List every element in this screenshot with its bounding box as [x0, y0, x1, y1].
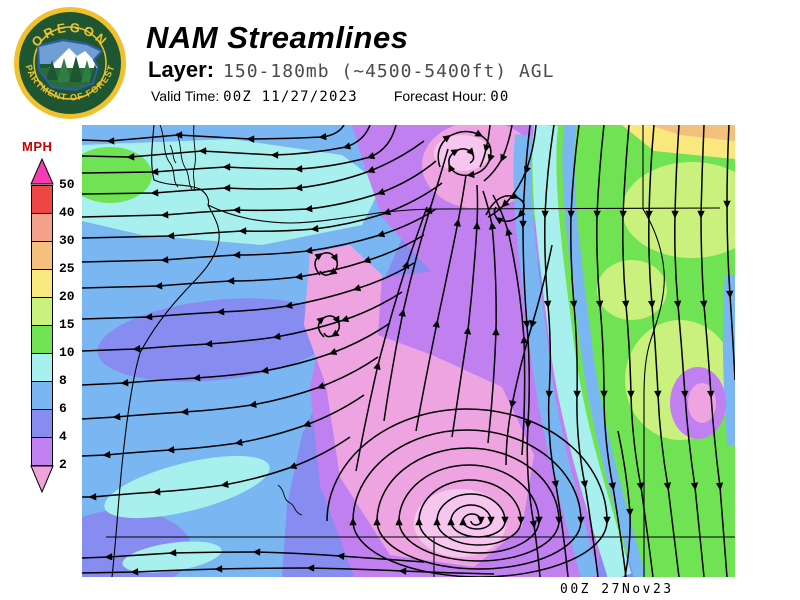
streamline: [383, 148, 449, 422]
streamline: [82, 234, 425, 290]
speed-region: [597, 260, 667, 320]
streamline: [82, 436, 351, 501]
legend-band: [31, 353, 53, 382]
streamline: [593, 125, 627, 577]
legend-band: [31, 409, 53, 438]
legend-tick-label: 20: [59, 289, 75, 304]
legend-arrow-bottom: [30, 465, 54, 493]
map-timestamp: 00Z 27Nov23: [560, 582, 674, 597]
legend-tick-label: 40: [59, 205, 75, 220]
legend-band: [31, 185, 53, 214]
valid-time-value: 00Z 11/27/2023: [223, 89, 358, 105]
streamline: [519, 125, 541, 577]
streamline: [723, 125, 735, 381]
layer-label: Layer:: [148, 57, 215, 82]
main-spiral: [326, 408, 611, 577]
legend-band: [31, 241, 53, 270]
streamline: [82, 548, 425, 563]
legend-arrow-top: [30, 158, 54, 185]
legend-tick-label: 4: [59, 429, 67, 444]
legend-arrow-bottom-shape: [30, 465, 54, 493]
streamline: [697, 125, 728, 577]
streamline: [82, 291, 403, 353]
odf-logo: OREGON DEPARTMENT OF FORESTRY: [13, 6, 126, 119]
streamline: [82, 322, 391, 387]
streamline: [619, 125, 654, 577]
wind-speed-fill: [82, 125, 735, 577]
forecast-hour-label: Forecast Hour:: [393, 88, 487, 104]
streamline: [82, 125, 345, 145]
streamline: [645, 125, 680, 577]
legend-tick-label: 10: [59, 345, 75, 360]
streamline: [541, 125, 569, 577]
legend-tick-label: 50: [59, 177, 75, 192]
streamline: [567, 125, 599, 577]
streamline: [82, 356, 379, 421]
eddy: [485, 192, 526, 225]
vortex-spiral: [437, 129, 495, 179]
eddy: [314, 252, 339, 276]
speed-region: [650, 125, 735, 141]
layer-line: Layer: 150-180mb (~4500-5400ft) AGL: [148, 57, 554, 83]
legend-arrow-top-shape: [30, 158, 54, 185]
legend-bands: [31, 185, 53, 466]
streamline: [451, 184, 481, 438]
legend-band: [31, 437, 53, 466]
forecast-hour-value: 00: [490, 89, 510, 105]
streamlines: [82, 125, 735, 577]
speed-region: [82, 147, 152, 203]
legend-tick-label: 6: [59, 401, 67, 416]
streamline: [82, 394, 365, 459]
legend-tick-label: 15: [59, 317, 75, 332]
legend-tick-label: 2: [59, 457, 67, 472]
legend-band: [31, 213, 53, 242]
layer-value: 150-180mb (~4500-5400ft) AGL: [223, 61, 555, 82]
streamline: [82, 262, 415, 321]
logo-state-scene: [38, 40, 102, 90]
logo-state-outline: [36, 38, 104, 92]
streamline-map: [82, 125, 735, 577]
page-title: NAM Streamlines: [146, 20, 409, 55]
legend-tick-label: 30: [59, 233, 75, 248]
speed-region: [532, 125, 632, 577]
legend-band: [31, 325, 53, 354]
streamline: [415, 174, 467, 432]
legend-band: [31, 297, 53, 326]
eddy: [316, 315, 341, 338]
streamline: [671, 125, 705, 577]
legend-unit-label: MPH: [22, 139, 53, 154]
valid-time-label: Valid Time:: [151, 88, 220, 104]
speed-region: [434, 135, 490, 171]
legend-tick-label: 8: [59, 373, 67, 388]
meta-line: Valid Time: 00Z 11/27/2023 Forecast Hour…: [151, 88, 510, 105]
legend-tick-label: 25: [59, 261, 75, 276]
legend-band: [31, 381, 53, 410]
legend-band: [31, 269, 53, 298]
